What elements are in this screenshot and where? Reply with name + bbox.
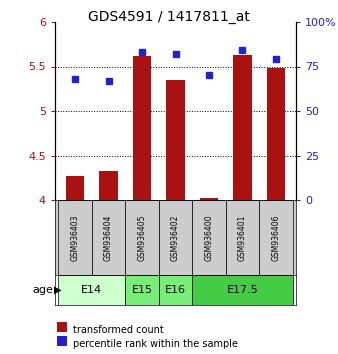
Bar	[99, 171, 118, 200]
Bar	[92, 200, 125, 275]
Bar	[192, 275, 293, 305]
Bar	[66, 176, 84, 200]
Text: E15: E15	[131, 285, 152, 295]
Text: percentile rank within the sample: percentile rank within the sample	[73, 339, 238, 349]
Text: E17.5: E17.5	[226, 285, 258, 295]
Bar	[159, 200, 192, 275]
Bar	[200, 198, 218, 200]
Text: age: age	[32, 285, 53, 295]
Text: GDS4591 / 1417811_at: GDS4591 / 1417811_at	[88, 10, 250, 24]
Bar	[267, 68, 285, 200]
Text: GSM936404: GSM936404	[104, 214, 113, 261]
Bar	[233, 55, 252, 200]
Bar	[159, 275, 192, 305]
Text: transformed count: transformed count	[73, 325, 164, 335]
Text: E14: E14	[81, 285, 102, 295]
Text: GSM936403: GSM936403	[71, 214, 79, 261]
Text: GSM936401: GSM936401	[238, 214, 247, 261]
Text: GSM936406: GSM936406	[271, 214, 281, 261]
Bar	[58, 200, 92, 275]
Bar	[166, 80, 185, 200]
Bar	[192, 200, 226, 275]
Bar	[226, 200, 259, 275]
Text: E16: E16	[165, 285, 186, 295]
Bar	[125, 275, 159, 305]
Bar	[259, 200, 293, 275]
Bar	[133, 56, 151, 200]
Bar	[58, 275, 125, 305]
Text: GSM936400: GSM936400	[204, 214, 214, 261]
Text: ▶: ▶	[54, 285, 62, 295]
Bar	[125, 200, 159, 275]
Text: GSM936402: GSM936402	[171, 214, 180, 261]
Text: GSM936405: GSM936405	[138, 214, 147, 261]
